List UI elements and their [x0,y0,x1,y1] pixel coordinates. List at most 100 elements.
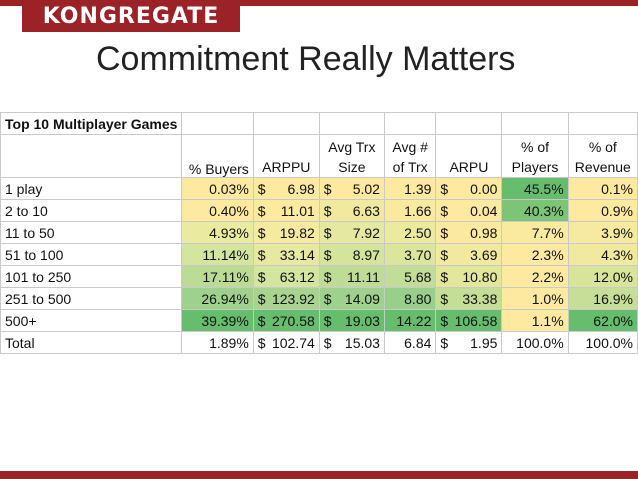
cell-value: 19.03 [344,312,380,329]
row-label: Total [0,331,183,354]
cell-arpu: $0.00 [435,177,503,200]
cell-revenue: 3.9% [567,221,638,244]
cell-revenue: 4.3% [567,243,638,266]
row-label: 101 to 250 [0,265,183,288]
currency-symbol: $ [440,334,449,351]
cell-value: 6.63 [352,202,380,219]
header-arppu: ARPPU [252,134,320,178]
currency-symbol: $ [257,224,266,241]
cell-value: 11.01 [280,202,315,219]
cell-arppu: $102.74 [252,331,320,354]
cell-value: 33.14 [279,246,315,263]
row-label: 1 play [0,177,183,200]
cell-trx-size: $19.03 [318,309,385,332]
cell-revenue: 100.0% [567,331,638,354]
cell-value: 0.04 [470,202,498,219]
cell-value: 106.58 [454,312,498,329]
multiplayer-games-table: Top 10 Multiplayer Games % Buyers ARPPU … [0,112,638,354]
cell-players: 100.0% [501,331,569,354]
currency-symbol: $ [440,246,449,263]
table-row: 11 to 50 4.93% $19.82 $7.92 2.50 $0.98 7.7% 3.9… [0,221,638,244]
currency-symbol: $ [440,290,449,307]
cell-arppu: $63.12 [252,265,320,288]
cell-arpu: $0.98 [435,221,503,244]
row-label: 51 to 100 [0,243,183,266]
cell-value: 15.03 [344,334,380,351]
table-caption-row: Top 10 Multiplayer Games [0,112,638,135]
cell-value: 1.95 [470,334,498,351]
cell-players: 45.5% [501,177,569,200]
currency-symbol: $ [257,268,266,285]
header-revenue: % of Revenue [567,134,638,178]
cell-trx-size: $15.03 [318,331,385,354]
cell-trx-size: $11.11 [318,265,385,288]
row-label: 500+ [0,309,183,332]
cell-arpu: $3.69 [435,243,503,266]
cell-arppu: $6.98 [252,177,320,200]
table-row: Total 1.89% $102.74 $15.03 6.84 $1.95 100.0% 10… [0,331,638,354]
cell-buyers: 17.11% [181,265,254,288]
cell-revenue: 0.9% [567,199,638,222]
table-row: 500+ 39.39% $270.58 $19.03 14.22 $106.58 1.1% 6… [0,309,638,332]
row-label: 2 to 10 [0,199,183,222]
row-label: 11 to 50 [0,221,183,244]
cell-arpu: $1.95 [435,331,503,354]
cell-arpu: $33.38 [435,287,503,310]
currency-symbol: $ [323,224,332,241]
header-arpu: ARPU [435,134,503,178]
slide-title: Commitment Really Matters [96,40,516,78]
bottom-accent-bar [0,471,638,479]
table-row: 251 to 500 26.94% $123.92 $14.09 8.80 $33.38 1… [0,287,638,310]
table-body: 1 play 0.03% $6.98 $5.02 1.39 $0.00 45.5% 0.1% 2… [0,177,638,354]
cell-trx-size: $6.63 [318,199,385,222]
header-trx-size: Avg Trx Size [318,134,385,178]
column-header-row: % Buyers ARPPU Avg Trx Size Avg # of Trx A… [0,134,638,178]
currency-symbol: $ [323,268,332,285]
table-row: 101 to 250 17.11% $63.12 $11.11 5.68 $10.80 2.… [0,265,638,288]
currency-symbol: $ [257,180,266,197]
cell-buyers: 0.40% [181,199,254,222]
top-accent-bar [0,0,638,6]
currency-symbol: $ [323,180,332,197]
row-label: 251 to 500 [0,287,183,310]
cell-num-trx: 8.80 [383,287,437,310]
cell-value: 102.74 [271,334,315,351]
cell-arpu: $106.58 [435,309,503,332]
cell-value: 6.98 [287,180,315,197]
table-row: 51 to 100 11.14% $33.14 $8.97 3.70 $3.69 2.3% 4… [0,243,638,266]
cell-revenue: 16.9% [567,287,638,310]
cell-num-trx: 6.84 [383,331,437,354]
cell-num-trx: 3.70 [383,243,437,266]
currency-symbol: $ [440,312,449,329]
cell-num-trx: 1.39 [383,177,437,200]
cell-value: 7.92 [352,224,380,241]
cell-arppu: $123.92 [252,287,320,310]
cell-revenue: 62.0% [567,309,638,332]
header-players: % of Players [501,134,569,178]
currency-symbol: $ [323,290,332,307]
cell-buyers: 0.03% [181,177,254,200]
currency-symbol: $ [257,312,266,329]
cell-revenue: 12.0% [567,265,638,288]
cell-players: 1.0% [501,287,569,310]
cell-value: 19.82 [279,224,315,241]
currency-symbol: $ [323,246,332,263]
cell-value: 11.11 [346,268,380,285]
cell-value: 270.58 [271,312,315,329]
header-buyers: % Buyers [181,134,254,178]
cell-arppu: $11.01 [252,199,320,222]
currency-symbol: $ [257,290,266,307]
currency-symbol: $ [440,268,449,285]
cell-trx-size: $8.97 [318,243,385,266]
cell-players: 40.3% [501,199,569,222]
cell-arpu: $0.04 [435,199,503,222]
cell-trx-size: $5.02 [318,177,385,200]
cell-trx-size: $7.92 [318,221,385,244]
cell-value: 33.38 [462,290,498,307]
cell-value: 123.92 [271,290,315,307]
cell-buyers: 1.89% [181,331,254,354]
cell-num-trx: 5.68 [383,265,437,288]
cell-num-trx: 2.50 [383,221,437,244]
header-num-trx: Avg # of Trx [383,134,437,178]
cell-players: 1.1% [501,309,569,332]
